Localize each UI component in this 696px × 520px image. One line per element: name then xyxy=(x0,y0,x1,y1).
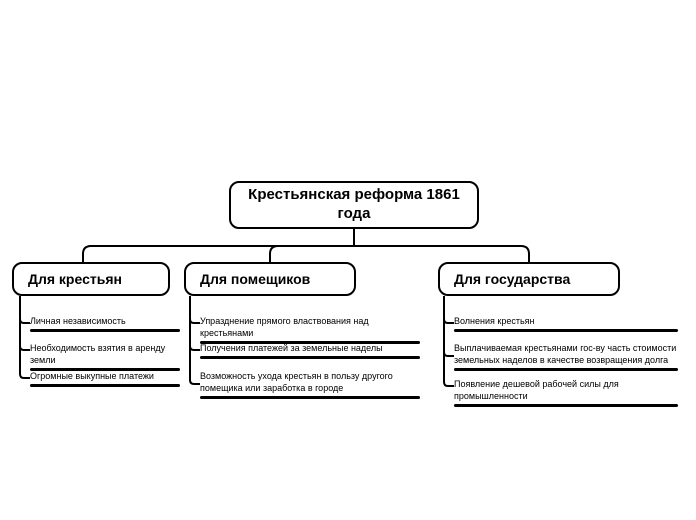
leaf-2-1: Выплачиваемая крестьянами гос-ву часть с… xyxy=(454,342,678,369)
leaf-0-0: Личная независимость xyxy=(30,315,180,330)
connector-lines xyxy=(0,0,696,520)
root-label: Крестьянская реформа 1861 года xyxy=(241,186,467,224)
root-node: Крестьянская реформа 1861 года xyxy=(229,181,479,229)
branch-node-0: Для крестьян xyxy=(12,262,170,296)
branch-label: Для помещиков xyxy=(200,271,310,288)
diagram-canvas: Крестьянская реформа 1861 года Для крест… xyxy=(0,0,696,520)
leaf-2-0: Волнения крестьян xyxy=(454,315,678,330)
leaf-0-2: Огромные выкупные платежи xyxy=(30,370,180,385)
leaf-label: Необходимость взятия в аренду земли xyxy=(30,343,165,365)
branch-node-2: Для государства xyxy=(438,262,620,296)
leaf-1-0: Упразднение прямого властвования над кре… xyxy=(200,315,420,342)
leaf-label: Огромные выкупные платежи xyxy=(30,371,154,381)
leaf-1-1: Получения платежей за земельные наделы xyxy=(200,342,420,357)
leaf-0-1: Необходимость взятия в аренду земли xyxy=(30,342,180,369)
leaf-label: Появление дешевой рабочей силы для промы… xyxy=(454,379,619,401)
leaf-label: Личная независимость xyxy=(30,316,126,326)
leaf-label: Возможность ухода крестьян в пользу друг… xyxy=(200,371,393,393)
leaf-label: Выплачиваемая крестьянами гос-ву часть с… xyxy=(454,343,676,365)
leaf-2-2: Появление дешевой рабочей силы для промы… xyxy=(454,378,678,405)
leaf-label: Получения платежей за земельные наделы xyxy=(200,343,383,353)
branch-label: Для государства xyxy=(454,271,570,288)
leaf-label: Волнения крестьян xyxy=(454,316,535,326)
leaf-1-2: Возможность ухода крестьян в пользу друг… xyxy=(200,370,420,397)
branch-label: Для крестьян xyxy=(28,271,122,288)
branch-node-1: Для помещиков xyxy=(184,262,356,296)
leaf-label: Упразднение прямого властвования над кре… xyxy=(200,316,369,338)
